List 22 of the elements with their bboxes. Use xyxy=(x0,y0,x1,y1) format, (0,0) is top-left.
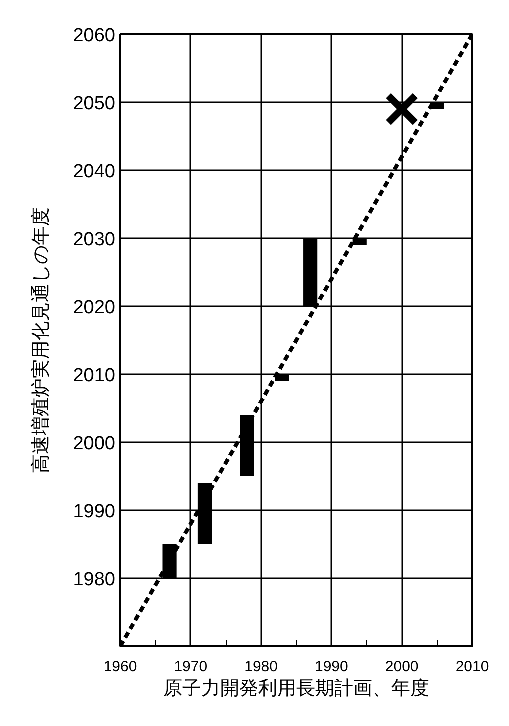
x-tick-label: 2000 xyxy=(385,658,419,676)
y-tick-label: 2060 xyxy=(73,26,116,46)
y-tick-label: 2030 xyxy=(73,230,116,250)
x-axis-title: 原子力開発利用長期計画、年度 xyxy=(164,678,430,700)
bar xyxy=(304,238,318,306)
bar xyxy=(198,483,212,544)
x-tick-label: 2010 xyxy=(456,658,490,676)
y-axis-title: 高速増殖炉実用化見通しの年度 xyxy=(30,208,52,474)
y-tick-label: 2010 xyxy=(73,366,116,386)
x-tick-label: 1990 xyxy=(315,658,348,676)
y-tick-label: 1990 xyxy=(73,502,116,522)
bar xyxy=(240,415,254,476)
y-tick-label: 2020 xyxy=(73,298,116,318)
y-tick-label: 2000 xyxy=(73,434,116,454)
x-tick-label: 1970 xyxy=(174,658,208,676)
bar xyxy=(352,238,367,246)
x-tick-label: 1980 xyxy=(244,658,278,676)
y-tick-label: 1980 xyxy=(73,570,116,590)
bar xyxy=(275,374,290,382)
y-tick-label: 2040 xyxy=(73,162,116,182)
x-tick-label: 1960 xyxy=(104,658,138,676)
y-tick-label: 2050 xyxy=(73,94,116,114)
